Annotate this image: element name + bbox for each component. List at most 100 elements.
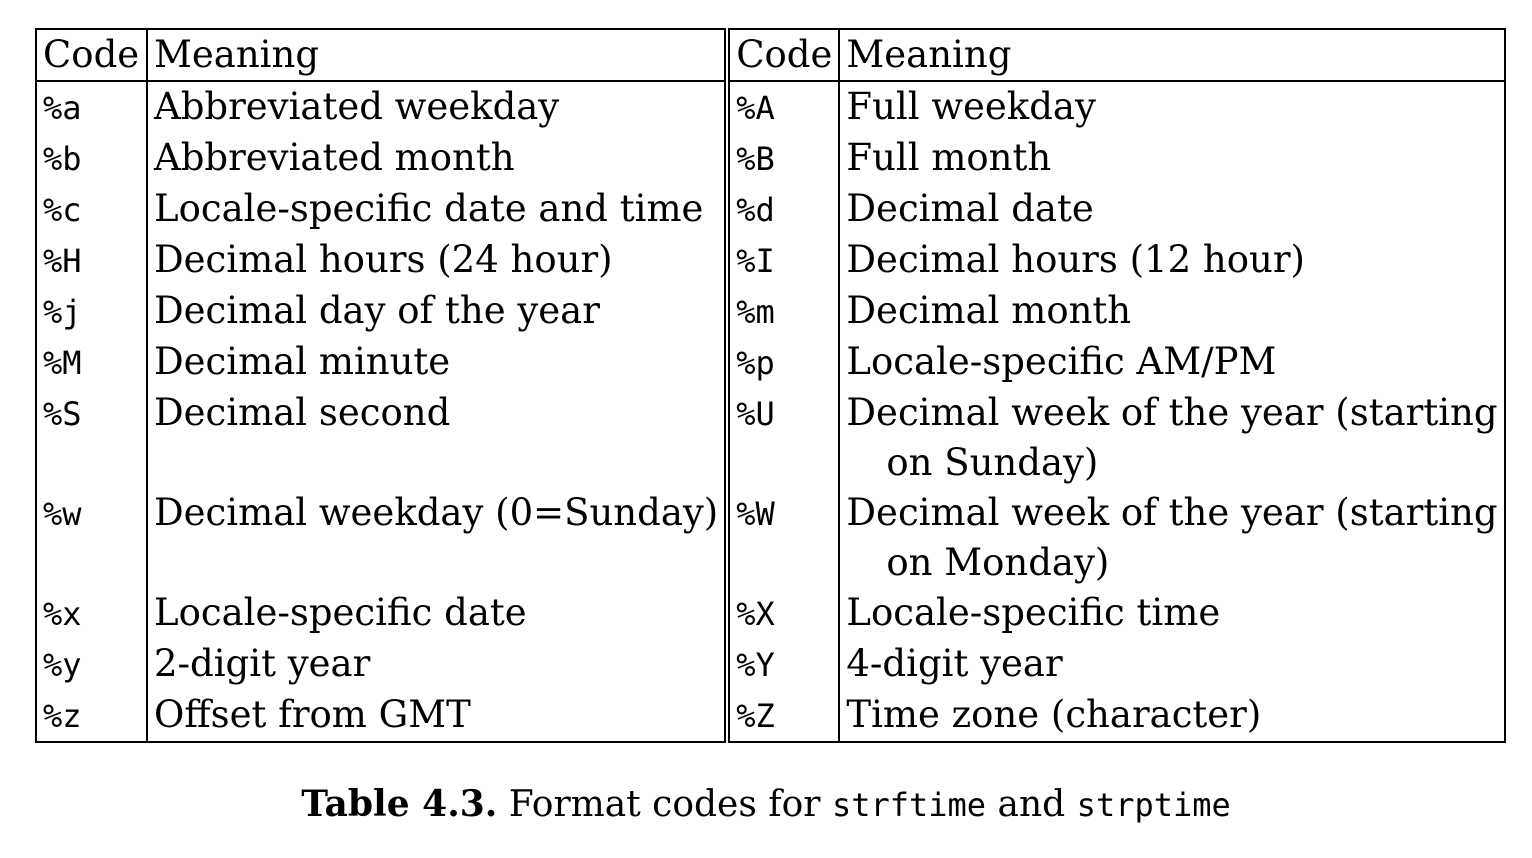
format-code: %a: [43, 89, 82, 127]
meaning-text: Locale-specific date: [154, 591, 527, 634]
meaning-text: 2-digit year: [154, 642, 371, 685]
format-code: %x: [43, 595, 82, 633]
table-row: %x Locale-specific date %X Locale-specific …: [35, 588, 1506, 639]
cell-meaning-left: Locale-specific date: [147, 588, 727, 639]
header-code-right: Code: [724, 29, 841, 82]
meaning-text: Decimal second: [154, 391, 451, 434]
cell-code-right: %d: [724, 184, 841, 235]
table-row: %j Decimal day of the year %m Decimal month: [35, 286, 1506, 337]
table-row: %a Abbreviated weekday %A Full weekday: [35, 81, 1506, 133]
cell-meaning-left: Decimal hours (24 hour): [147, 235, 727, 286]
cell-meaning-right: Locale-specific AM/PM: [839, 337, 1506, 388]
meaning-text: Decimal week of the year (starting: [846, 491, 1498, 534]
meaning-text: Decimal month: [846, 289, 1132, 332]
meaning-text-continued: on Monday): [886, 541, 1110, 584]
table-row: %H Decimal hours (24 hour) %I Decimal hours…: [35, 235, 1506, 286]
meaning-text: Locale-specific AM/PM: [846, 340, 1277, 383]
format-code: %A: [736, 89, 775, 127]
format-code: %Y: [736, 646, 775, 684]
cell-code-left: %a: [35, 81, 148, 133]
cell-meaning-left: Offset from GMT: [147, 690, 727, 742]
meaning-text: Offset from GMT: [154, 693, 471, 736]
cell-meaning-right: Decimal week of the year (starting on Sun…: [839, 388, 1506, 488]
meaning-text: 4-digit year: [846, 642, 1063, 685]
format-code: %X: [736, 595, 775, 633]
meaning-text: Decimal weekday (0=Sunday): [154, 491, 719, 534]
cell-meaning-left: Abbreviated weekday: [147, 81, 727, 133]
format-code: %w: [43, 495, 82, 533]
cell-code-left: %H: [35, 235, 148, 286]
cell-code-left: %w: [35, 488, 148, 588]
format-code: %M: [43, 344, 82, 382]
cell-meaning-right: Locale-specific time: [839, 588, 1506, 639]
meaning-text-continued: on Sunday): [886, 441, 1099, 484]
cell-code-left: %x: [35, 588, 148, 639]
format-code: %H: [43, 242, 82, 280]
meaning-text: Time zone (character): [846, 693, 1262, 736]
cell-code-left: %y: [35, 639, 148, 690]
cell-meaning-left: Decimal minute: [147, 337, 727, 388]
meaning-text: Abbreviated month: [154, 136, 515, 179]
caption-func-strptime: strptime: [1076, 786, 1231, 824]
header-meaning-left: Meaning: [147, 29, 728, 82]
format-code: %B: [736, 140, 775, 178]
table-row: %S Decimal second %U Decimal week of the ye…: [35, 388, 1506, 488]
cell-code-right: %Y: [724, 639, 841, 690]
cell-code-right: %p: [724, 337, 841, 388]
cell-code-left: %S: [35, 388, 148, 488]
cell-code-right: %I: [724, 235, 841, 286]
cell-meaning-right: Decimal week of the year (starting on Mon…: [839, 488, 1506, 588]
caption-label: Table 4.3.: [301, 783, 498, 825]
meaning-text: Decimal day of the year: [154, 289, 600, 332]
format-code: %d: [736, 191, 775, 229]
format-code: %I: [736, 242, 775, 280]
format-codes-table: Code Meaning Code Meaning %a Abbreviated …: [35, 28, 1506, 743]
cell-meaning-right: Decimal month: [839, 286, 1506, 337]
cell-code-right: %W: [724, 488, 841, 588]
meaning-text: Decimal hours (12 hour): [846, 238, 1305, 281]
meaning-text: Full weekday: [846, 85, 1096, 128]
format-code: %Z: [736, 697, 775, 735]
meaning-text: Locale-specific time: [846, 591, 1221, 634]
cell-meaning-left: Abbreviated month: [147, 133, 727, 184]
format-code: %z: [43, 697, 82, 735]
table-body: %a Abbreviated weekday %A Full weekday %b Abb…: [35, 81, 1506, 742]
cell-code-right: %B: [724, 133, 841, 184]
cell-meaning-right: Decimal date: [839, 184, 1506, 235]
format-code: %U: [736, 395, 775, 433]
format-code: %p: [736, 344, 775, 382]
cell-meaning-left: Decimal weekday (0=Sunday): [147, 488, 727, 588]
table-row: %b Abbreviated month %B Full month: [35, 133, 1506, 184]
cell-code-left: %b: [35, 133, 148, 184]
meaning-text: Abbreviated weekday: [154, 85, 560, 128]
meaning-text: Decimal date: [846, 187, 1094, 230]
meaning-text: Decimal hours (24 hour): [154, 238, 613, 281]
cell-code-left: %j: [35, 286, 148, 337]
cell-code-left: %z: [35, 690, 148, 742]
cell-code-right: %X: [724, 588, 841, 639]
cell-code-right: %Z: [724, 690, 841, 742]
table-row: %w Decimal weekday (0=Sunday) %W Decimal we…: [35, 488, 1506, 588]
table-row: %c Locale-specific date and time %d Decimal…: [35, 184, 1506, 235]
caption-func-strftime: strftime: [831, 786, 987, 824]
cell-meaning-left: Decimal second: [147, 388, 727, 488]
table-header-row: Code Meaning Code Meaning: [35, 29, 1506, 82]
table-row: %z Offset from GMT %Z Time zone (character): [35, 690, 1506, 742]
cell-meaning-right: 4-digit year: [839, 639, 1506, 690]
format-code: %c: [43, 191, 82, 229]
cell-meaning-left: 2-digit year: [147, 639, 727, 690]
cell-meaning-right: Time zone (character): [839, 690, 1506, 742]
format-code: %y: [43, 646, 82, 684]
cell-code-right: %m: [724, 286, 841, 337]
format-code: %m: [736, 293, 775, 331]
meaning-text: Decimal week of the year (starting: [846, 391, 1498, 434]
caption-conj: and: [997, 784, 1066, 825]
cell-meaning-right: Decimal hours (12 hour): [839, 235, 1506, 286]
cell-code-right: %A: [724, 81, 841, 133]
meaning-text: Locale-specific date and time: [154, 187, 704, 230]
format-code: %b: [43, 140, 82, 178]
header-code-left: Code: [35, 29, 148, 82]
format-code: %S: [43, 395, 82, 433]
cell-meaning-right: Full weekday: [839, 81, 1506, 133]
